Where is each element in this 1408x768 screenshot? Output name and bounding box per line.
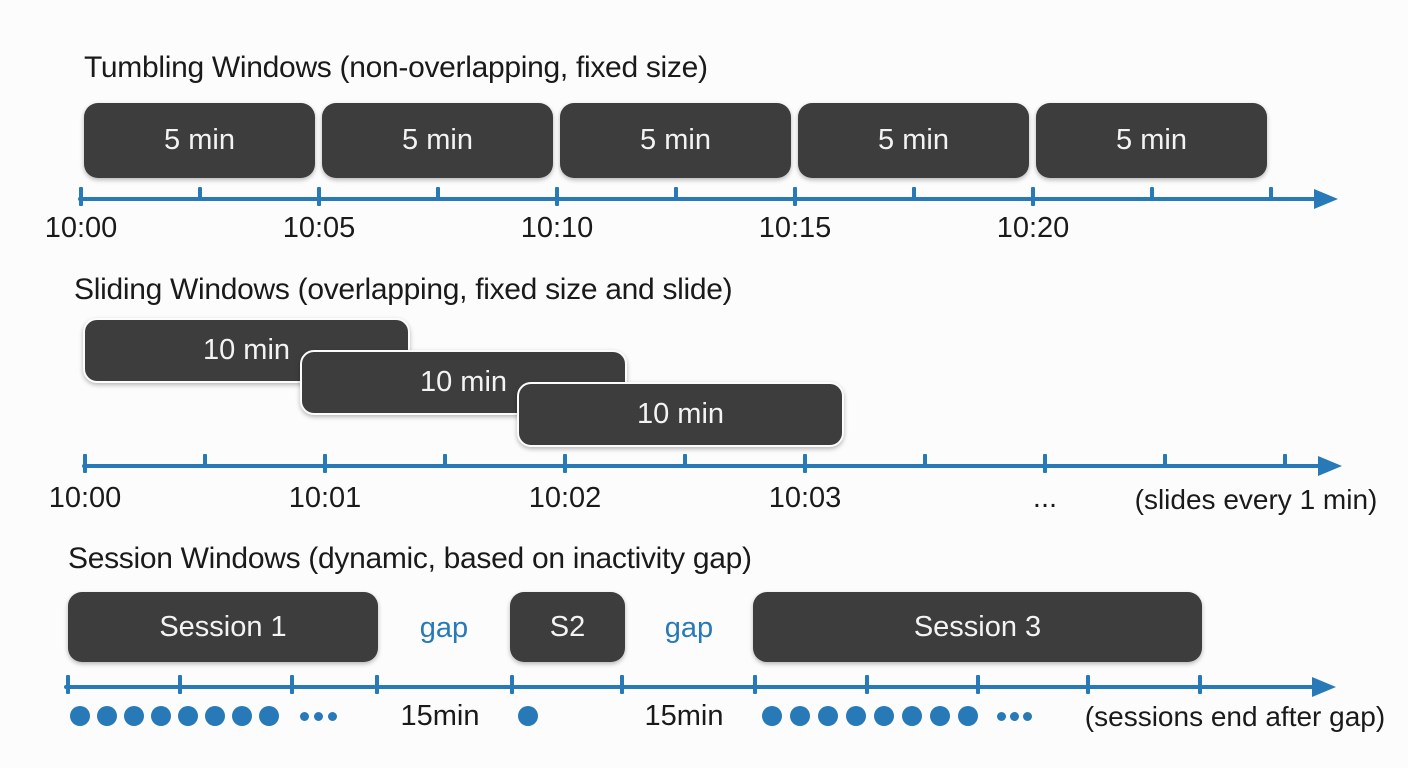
tumbling-tick-minor (674, 187, 678, 200)
session1-ellipsis-event-dot (327, 711, 337, 721)
session-gap-label: gap (664, 612, 714, 644)
sliding-axis-arrow-icon (1318, 456, 1342, 476)
tumbling-tick-major (1031, 187, 1035, 206)
sliding-tick-minor (683, 454, 687, 467)
session1-ellipsis-event-dot (313, 711, 323, 721)
tumbling-tick-minor (436, 187, 440, 200)
sliding-tick-minor (1163, 454, 1167, 467)
session1-event-dot (151, 706, 171, 726)
session3-event-dot (902, 706, 922, 726)
session1-event-dot (178, 706, 198, 726)
sliding-tick-major (1043, 454, 1047, 473)
tumbling-axis-label: 10:15 (758, 212, 832, 244)
tumbling-window-box: 5 min (1036, 103, 1267, 178)
sliding-axis-label: 10:02 (528, 482, 602, 514)
session-tick-major (66, 675, 70, 694)
tumbling-tick-minor (198, 187, 202, 200)
session-tick-major (375, 675, 379, 694)
tumbling-window-box: 5 min (84, 103, 315, 178)
session-tick-major (1198, 675, 1202, 694)
sliding-axis-label: 10:01 (288, 482, 362, 514)
session3-ellipsis-event-dot (996, 711, 1006, 721)
sliding-axis-label: ... (1032, 482, 1058, 514)
session1-event-dot (124, 706, 144, 726)
session-tick-major (178, 675, 182, 694)
session-window-box: Session 3 (753, 592, 1202, 662)
session1-ellipsis-event-dot (299, 711, 309, 721)
session3-event-dot (958, 706, 978, 726)
tumbling-tick-major (317, 187, 321, 206)
session-title: Session Windows (dynamic, based on inact… (68, 542, 752, 575)
session-tick-major (753, 675, 757, 694)
session2-event-dot (518, 706, 538, 726)
tumbling-tick-major (79, 187, 83, 206)
tumbling-tick-major (555, 187, 559, 206)
tumbling-axis-label: 10:05 (282, 212, 356, 244)
session-tick-major (510, 675, 514, 694)
tumbling-window-box: 5 min (560, 103, 791, 178)
session3-event-dot (930, 706, 950, 726)
sliding-title: Sliding Windows (overlapping, fixed size… (74, 273, 733, 306)
session3-event-dot (790, 706, 810, 726)
session-tick-major (1086, 675, 1090, 694)
sliding-tick-minor (923, 454, 927, 467)
sliding-note: (slides every 1 min) (1134, 484, 1378, 515)
session-window-box: S2 (510, 592, 625, 662)
tumbling-tick-minor (1269, 187, 1273, 200)
session-annotation: 15min (644, 700, 724, 732)
session3-event-dot (846, 706, 866, 726)
session-tick-major (290, 675, 294, 694)
session-note: (sessions end after gap) (1084, 701, 1386, 732)
session1-event-dot (232, 706, 252, 726)
session3-event-dot (762, 706, 782, 726)
tumbling-title: Tumbling Windows (non-overlapping, fixed… (84, 51, 708, 84)
sliding-tick-major (323, 454, 327, 473)
sliding-tick-minor (1283, 454, 1287, 467)
tumbling-axis-arrow-icon (1314, 189, 1338, 209)
session-tick-major (976, 675, 980, 694)
sliding-tick-major (803, 454, 807, 473)
tumbling-tick-major (793, 187, 797, 206)
tumbling-axis-line (78, 197, 1316, 201)
tumbling-axis-label: 10:00 (44, 212, 118, 244)
session3-event-dot (818, 706, 838, 726)
session-tick-major (865, 675, 869, 694)
tumbling-window-box: 5 min (798, 103, 1029, 178)
session-tick-major (620, 675, 624, 694)
tumbling-tick-minor (1150, 187, 1154, 200)
sliding-window-box: 10 min (517, 382, 844, 447)
session1-event-dot (70, 706, 90, 726)
tumbling-window-box: 5 min (322, 103, 553, 178)
session1-event-dot (205, 706, 225, 726)
sliding-axis-line (82, 464, 1320, 468)
tumbling-axis-label: 10:10 (520, 212, 594, 244)
session-gap-label: gap (419, 612, 469, 644)
session1-event-dot (259, 706, 279, 726)
session1-event-dot (97, 706, 117, 726)
session-axis-arrow-icon (1312, 677, 1336, 697)
session-axis-line (64, 685, 1314, 689)
session-annotation: 15min (400, 700, 480, 732)
sliding-tick-minor (203, 454, 207, 467)
sliding-tick-minor (443, 454, 447, 467)
session3-ellipsis-event-dot (1009, 711, 1019, 721)
session-window-box: Session 1 (68, 592, 378, 662)
session3-ellipsis-event-dot (1022, 711, 1032, 721)
sliding-axis-label: 10:00 (48, 482, 122, 514)
sliding-tick-major (563, 454, 567, 473)
tumbling-axis-label: 10:20 (996, 212, 1070, 244)
session3-event-dot (874, 706, 894, 726)
sliding-tick-major (83, 454, 87, 473)
sliding-axis-label: 10:03 (768, 482, 842, 514)
tumbling-tick-minor (912, 187, 916, 200)
